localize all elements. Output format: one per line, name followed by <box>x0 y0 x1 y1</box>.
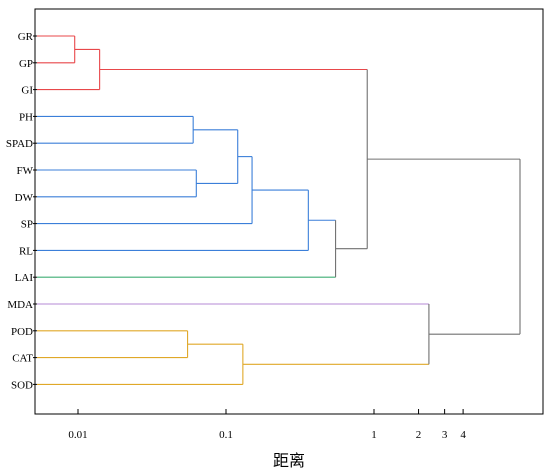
dendrogram-links <box>37 35 521 385</box>
leaf-label-pod: POD <box>11 326 33 338</box>
leaf-label-spad: SPAD <box>6 138 33 150</box>
leaf-label-gr: GR <box>18 31 34 43</box>
leaf-label-fw: FW <box>17 165 34 177</box>
x-tick-label: 2 <box>416 429 422 441</box>
leaf-label-sp: SP <box>21 219 33 231</box>
x-tick-label: 0.1 <box>219 429 233 441</box>
leaf-label-sod: SOD <box>11 379 33 391</box>
x-tick-label: 3 <box>442 429 448 441</box>
x-tick-label: 0.01 <box>68 429 87 441</box>
leaf-label-cat: CAT <box>12 353 33 365</box>
leaf-label-lai: LAI <box>15 272 34 284</box>
leaf-label-dw: DW <box>15 192 34 204</box>
leaf-labels: GR GP GI PH SPAD FW DW SP RL LAI MDA POD CAT SOD <box>6 31 37 391</box>
leaf-label-rl: RL <box>19 245 33 257</box>
x-tick-label: 4 <box>460 429 466 441</box>
leaf-label-mda: MDA <box>7 299 33 311</box>
plot-frame <box>34 8 544 415</box>
leaf-label-gp: GP <box>19 58 33 70</box>
leaf-label-gi: GI <box>21 85 33 97</box>
x-axis-label: 距离 <box>273 451 305 470</box>
x-tick-label: 1 <box>371 429 377 441</box>
leaf-label-ph: PH <box>19 111 33 123</box>
